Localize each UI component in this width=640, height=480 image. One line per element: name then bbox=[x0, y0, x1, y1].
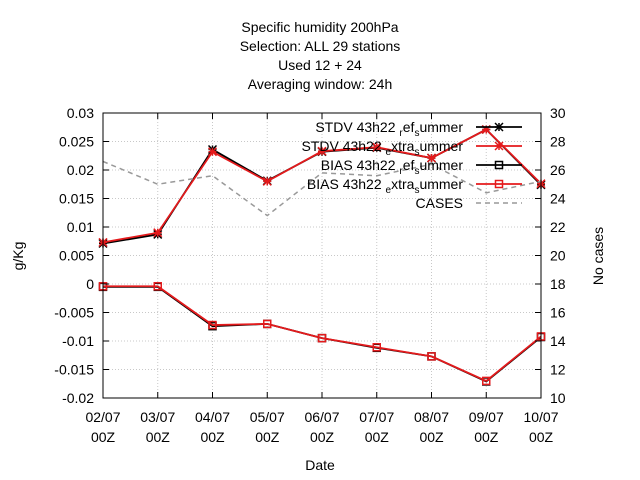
y-tick-label: 0.03 bbox=[67, 105, 94, 121]
x-tick-label-date: 09/07 bbox=[469, 409, 504, 425]
legend-label: BIAS 43h22 extrasummer bbox=[307, 176, 463, 196]
y2-tick-label: 12 bbox=[550, 362, 566, 378]
x-tick-label-time: 00Z bbox=[419, 429, 444, 445]
legend-entry: STDV 43h22 refsummer bbox=[315, 119, 522, 139]
legend-marker bbox=[494, 160, 504, 170]
y2-tick-label: 14 bbox=[550, 333, 566, 349]
grid-lines bbox=[103, 113, 541, 398]
plot-area bbox=[98, 124, 546, 386]
data-point bbox=[207, 147, 218, 157]
x-tick-label-time: 00Z bbox=[255, 429, 280, 445]
legend-entry: CASES bbox=[416, 195, 522, 211]
title-line: Used 12 + 24 bbox=[278, 57, 362, 73]
title-line: Averaging window: 24h bbox=[248, 76, 393, 92]
legend-marker bbox=[494, 141, 504, 151]
x-tick-label-time: 00Z bbox=[365, 429, 390, 445]
legend-label: STDV 43h22 refsummer bbox=[315, 119, 463, 139]
y-tick-label: 0.02 bbox=[67, 162, 94, 178]
x-tick-label-date: 03/07 bbox=[140, 409, 175, 425]
legend-label: BIAS 43h22 refsummer bbox=[321, 157, 464, 177]
y2-tick-label: 22 bbox=[550, 219, 566, 235]
series-line bbox=[103, 285, 542, 382]
legend-entry: BIAS 43h22 extrasummer bbox=[307, 176, 522, 196]
data-point bbox=[153, 228, 163, 238]
y2-tick-label: 28 bbox=[550, 134, 566, 150]
x-tick-label-date: 06/07 bbox=[304, 409, 339, 425]
x-tick-label-time: 00Z bbox=[200, 429, 225, 445]
y2-tick-label: 24 bbox=[550, 191, 566, 207]
y2-tick-label: 10 bbox=[550, 390, 566, 406]
y2-axis-label: No cases bbox=[590, 227, 606, 285]
legend-marker bbox=[494, 179, 504, 189]
y-tick-label: 0.015 bbox=[59, 191, 94, 207]
data-point bbox=[372, 142, 382, 152]
x-tick-label-time: 00Z bbox=[474, 429, 499, 445]
legend-marker bbox=[494, 122, 504, 132]
data-point bbox=[263, 319, 272, 329]
x-tick-label-date: 10/07 bbox=[523, 409, 558, 425]
data-point bbox=[153, 282, 162, 291]
data-point bbox=[372, 343, 381, 352]
legend-entry: BIAS 43h22 refsummer bbox=[321, 157, 522, 177]
y2-tick-label: 18 bbox=[550, 276, 566, 292]
y-tick-label: 0.01 bbox=[67, 219, 94, 235]
y-tick-label: -0.02 bbox=[62, 390, 94, 406]
x-tick-label-time: 00Z bbox=[146, 429, 171, 445]
x-tick-label-date: 08/07 bbox=[414, 409, 449, 425]
x-tick-label-time: 00Z bbox=[91, 429, 116, 445]
data-point bbox=[427, 352, 436, 361]
data-point bbox=[317, 146, 327, 156]
y-tick-label: -0.01 bbox=[62, 333, 94, 349]
legend-entry: STDV 43h22 extrasummer bbox=[301, 138, 522, 158]
legend-label: CASES bbox=[416, 195, 463, 211]
data-point bbox=[208, 320, 217, 330]
x-tick-label-time: 00Z bbox=[310, 429, 335, 445]
y-tick-label: 0 bbox=[86, 276, 94, 292]
data-point bbox=[482, 376, 491, 386]
data-point bbox=[262, 176, 272, 186]
y2-tick-label: 16 bbox=[550, 305, 566, 321]
title-line: Specific humidity 200hPa bbox=[241, 19, 398, 35]
y-axis-label: g/Kg bbox=[10, 242, 26, 271]
data-point bbox=[317, 333, 327, 343]
y-tick-label: -0.005 bbox=[54, 305, 94, 321]
x-axis-label: Date bbox=[305, 457, 335, 473]
y2-tick-label: 20 bbox=[550, 248, 566, 264]
legend-label: STDV 43h22 extrasummer bbox=[301, 138, 463, 158]
y-tick-label: 0.005 bbox=[59, 248, 94, 264]
y-tick-label: 0.025 bbox=[59, 134, 94, 150]
x-tick-label-date: 07/07 bbox=[359, 409, 394, 425]
x-tick-label-date: 05/07 bbox=[250, 409, 285, 425]
y2-tick-label: 30 bbox=[550, 105, 566, 121]
axes: 0.03 0.025 0.02 0.015 0.01 0.005 0 -0.005 -0.01 -… bbox=[10, 105, 606, 473]
x-tick-label-time: 00Z bbox=[529, 429, 554, 445]
y2-tick-label: 26 bbox=[550, 162, 566, 178]
chart-title: Specific humidity 200hPa Selection: ALL 2… bbox=[240, 19, 401, 92]
y-tick-label: -0.015 bbox=[54, 362, 94, 378]
x-tick-label-date: 04/07 bbox=[195, 409, 230, 425]
title-line: Selection: ALL 29 stations bbox=[240, 38, 401, 54]
data-point bbox=[426, 153, 437, 163]
x-tick-label-date: 02/07 bbox=[85, 409, 120, 425]
